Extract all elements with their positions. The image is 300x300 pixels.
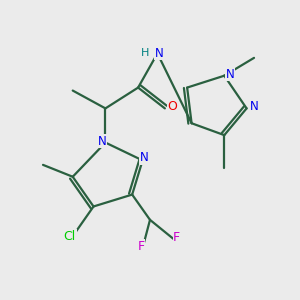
- Text: H: H: [141, 48, 150, 59]
- Text: Cl: Cl: [64, 230, 76, 243]
- Text: F: F: [173, 231, 180, 244]
- Text: N: N: [140, 151, 148, 164]
- Text: N: N: [226, 68, 235, 81]
- Text: N: N: [154, 47, 163, 60]
- Text: N: N: [98, 135, 107, 148]
- Text: N: N: [250, 100, 258, 113]
- Text: O: O: [167, 100, 177, 113]
- Text: F: F: [137, 240, 145, 253]
